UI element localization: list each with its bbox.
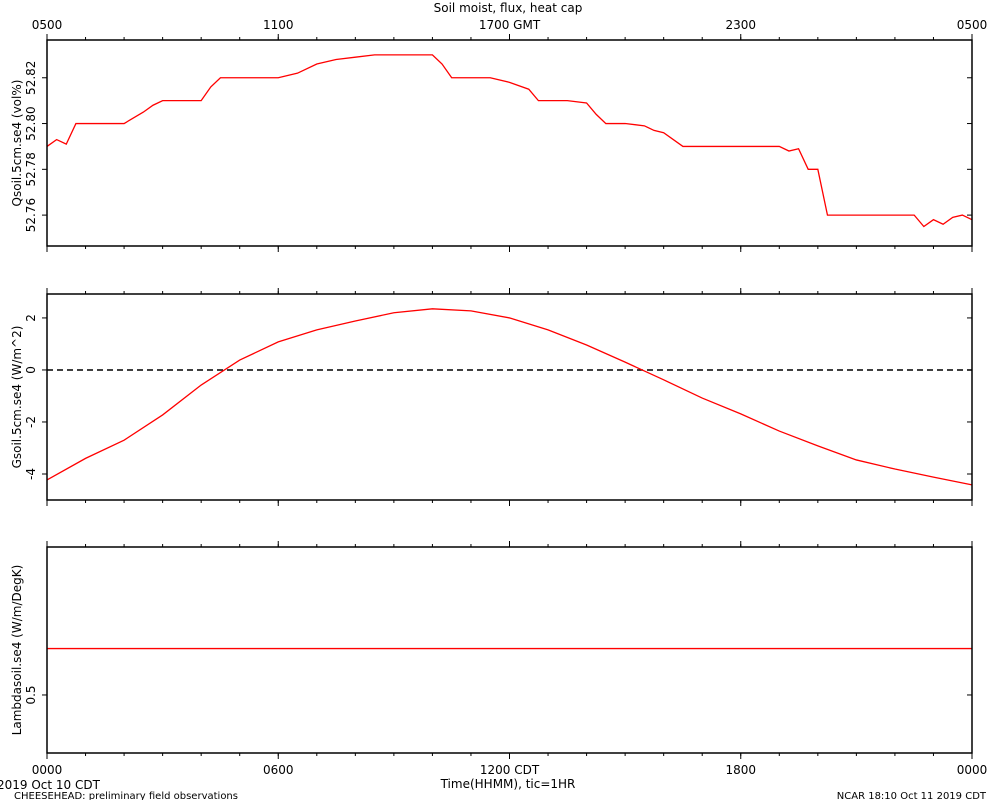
- y-tick-label: 52.82: [24, 61, 38, 95]
- y-tick-label: 0: [24, 366, 38, 374]
- x2-tick-label: 1700 GMT: [479, 18, 541, 32]
- x-tick-label: 1200 CDT: [480, 763, 540, 777]
- data-line: [46, 54, 973, 228]
- y-tick-label: 52.80: [24, 106, 38, 140]
- y-axis-label: Gsoil.5cm.se4 (W/m^2): [10, 326, 24, 469]
- x-tick-label: 1800: [725, 763, 756, 777]
- x-axis-label: Time(HHMM), tic=1HR: [440, 777, 576, 791]
- y-axis-label: Lambdasoil.se4 (W/m/DegK): [10, 565, 24, 736]
- y-tick-label: 2: [24, 314, 38, 322]
- x2-tick-label: 2300: [725, 18, 756, 32]
- chart-title: Soil moist, flux, heat cap: [434, 1, 583, 15]
- x-tick-label: 0600: [263, 763, 294, 777]
- plot-frame: [46, 293, 973, 501]
- x2-tick-label: 0500: [32, 18, 63, 32]
- y-tick-label: 52.78: [24, 152, 38, 186]
- footer-project: CHEESEHEAD: preliminary field observatio…: [14, 791, 238, 800]
- footer-date: 2019 Oct 10 CDT: [0, 778, 101, 792]
- x2-tick-label: 0500: [957, 18, 988, 32]
- data-line: [46, 308, 973, 486]
- y-axis-label: Qsoil.5cm.se4 (vol%): [10, 80, 24, 207]
- x2-tick-label: 1100: [263, 18, 294, 32]
- y-tick-label: 52.76: [24, 198, 38, 232]
- footer-stamp: NCAR 18:10 Oct 11 2019 CDT: [837, 791, 987, 800]
- x-tick-label: 0000: [32, 763, 63, 777]
- y-tick-label: -2: [24, 416, 38, 428]
- y-tick-label: 0.5: [24, 685, 38, 704]
- x-tick-label: 0000: [957, 763, 988, 777]
- y-tick-label: -4: [24, 468, 38, 480]
- plot-frame: [46, 546, 973, 754]
- plot-frame: [46, 39, 973, 247]
